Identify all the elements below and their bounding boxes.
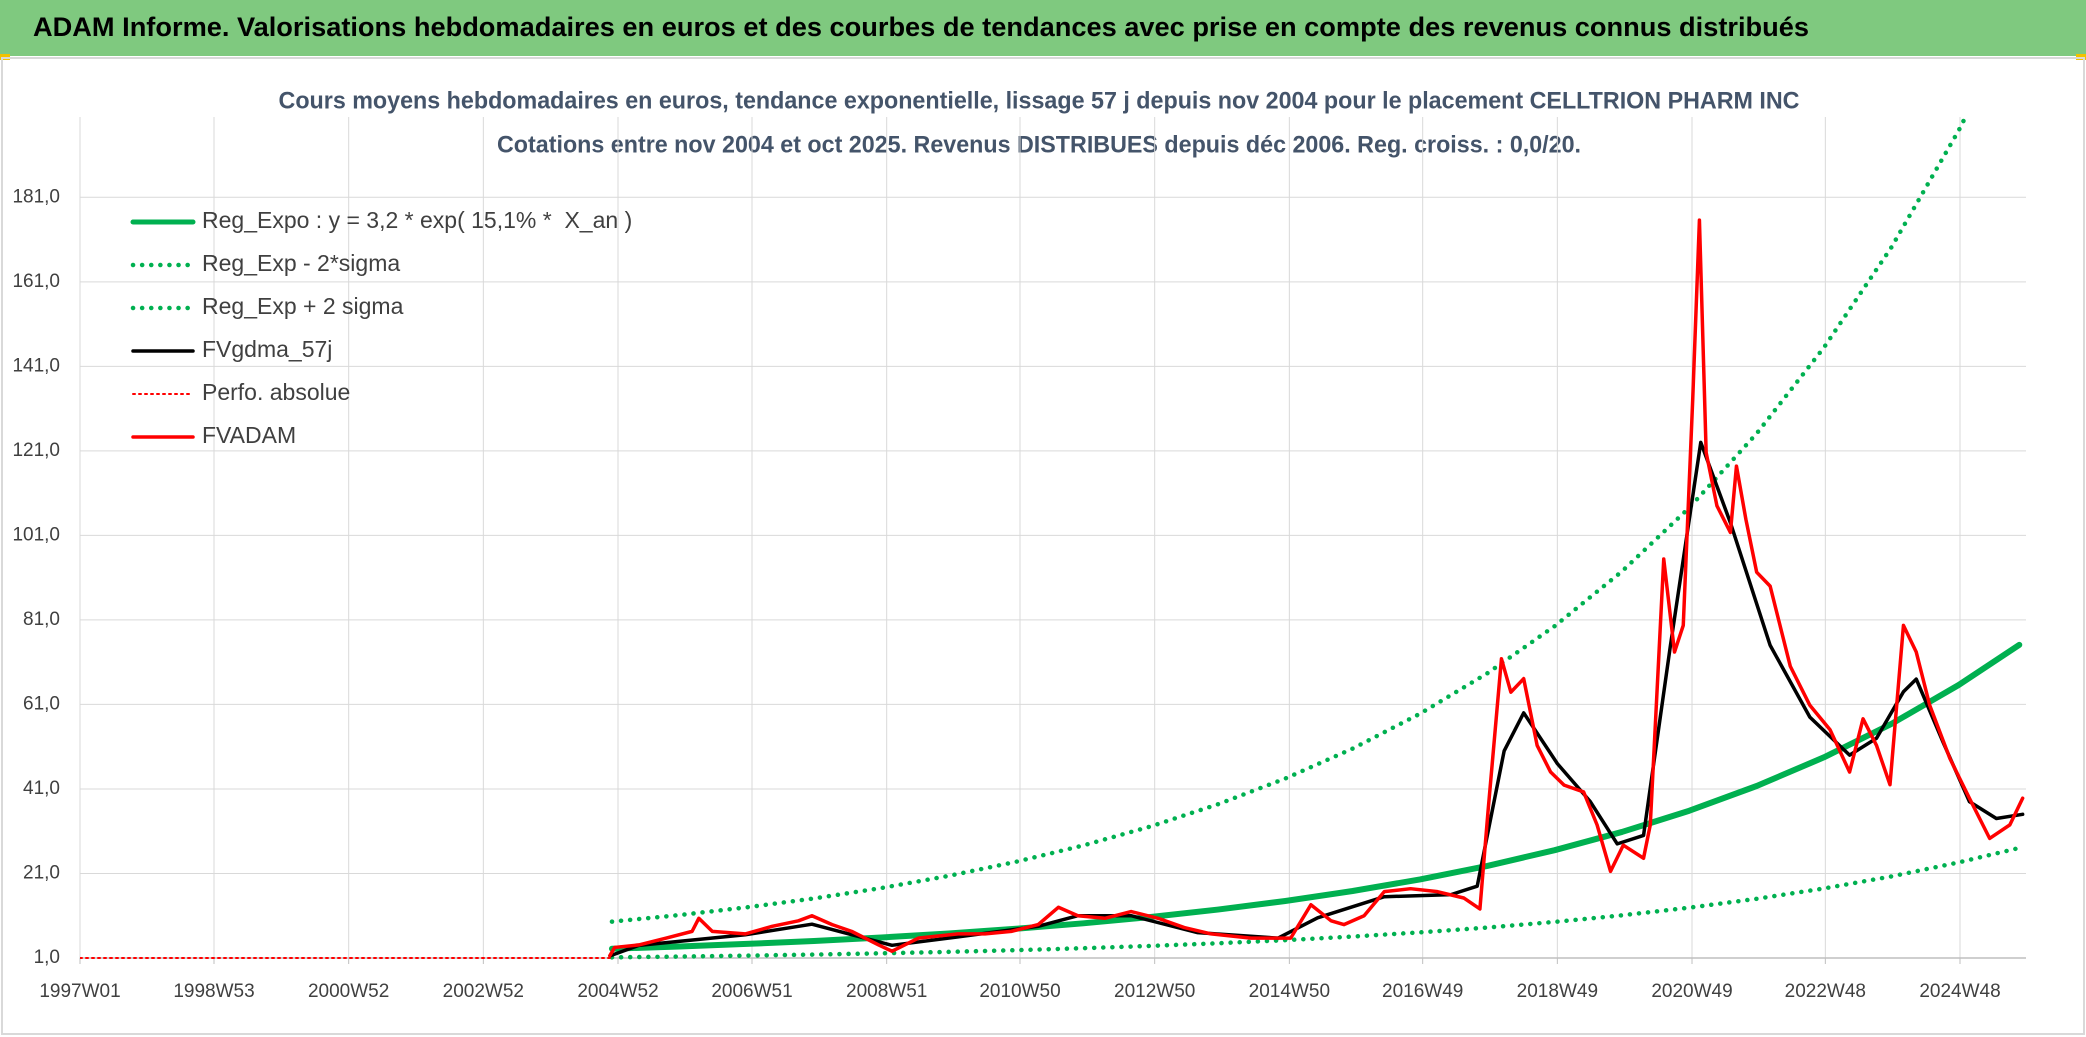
series-line [608, 218, 2025, 958]
legend-label: Reg_Expo : y = 3,2 * exp( 15,1% * X_an ) [202, 207, 632, 233]
x-tick-label: 2024W48 [1919, 981, 2000, 1002]
x-tick-label: 1997W01 [39, 981, 120, 1002]
x-tick-label: 2004W52 [577, 981, 658, 1002]
y-tick-label: 21,0 [23, 862, 60, 883]
banner-title: ADAM Informe. Valorisations hebdomadaire… [33, 12, 1809, 42]
legend-label: Perfo. absolue [202, 379, 350, 405]
y-tick-label: 1,0 [34, 947, 60, 968]
legend: Reg_Expo : y = 3,2 * exp( 15,1% * X_an )… [130, 207, 632, 448]
chart-subtitle: Cotations entre nov 2004 et oct 2025. Re… [497, 131, 1581, 158]
legend-label: FVADAM [202, 422, 296, 448]
x-tick-label: 2010W50 [979, 981, 1060, 1002]
y-tick-label: 141,0 [12, 355, 60, 376]
x-tick-label: 2014W50 [1249, 981, 1330, 1002]
legend-label: Reg_Exp - 2*sigma [202, 250, 400, 276]
x-tick-label: 2022W48 [1785, 981, 1866, 1002]
series-line [609, 117, 1968, 924]
y-tick-label: 81,0 [23, 609, 60, 630]
legend-label: FVgdma_57j [202, 336, 332, 362]
x-tick-label: 1998W53 [173, 981, 254, 1002]
y-tick-label: 101,0 [12, 524, 60, 545]
x-tick-label: 2006W51 [711, 981, 792, 1002]
chart-title: Cours moyens hebdomadaires en euros, ten… [279, 87, 1800, 114]
y-tick-label: 121,0 [12, 440, 60, 461]
x-tick-label: 2000W52 [308, 981, 389, 1002]
banner [0, 0, 2086, 56]
x-tick-label: 2008W51 [846, 981, 927, 1002]
x-tick-label: 2002W52 [443, 981, 524, 1002]
plot-area [80, 117, 2025, 960]
x-tick-label: 2020W49 [1651, 981, 1732, 1002]
x-tick-label: 2018W49 [1517, 981, 1598, 1002]
x-tick-label: 2016W49 [1382, 981, 1463, 1002]
y-tick-label: 181,0 [12, 186, 60, 207]
series-line [609, 845, 2022, 960]
x-tick-label: 2012W50 [1114, 981, 1195, 1002]
y-tick-label: 61,0 [23, 693, 60, 714]
legend-label: Reg_Exp + 2 sigma [202, 293, 404, 319]
chart-frame [1, 57, 2085, 1035]
y-tick-label: 161,0 [12, 271, 60, 292]
y-tick-label: 41,0 [23, 778, 60, 799]
grid: 1,0 21,0 41,0 61,0 81,0 101,0 121,0 141,0 161,0 1… [12, 117, 2026, 1002]
series-line [608, 641, 2023, 952]
